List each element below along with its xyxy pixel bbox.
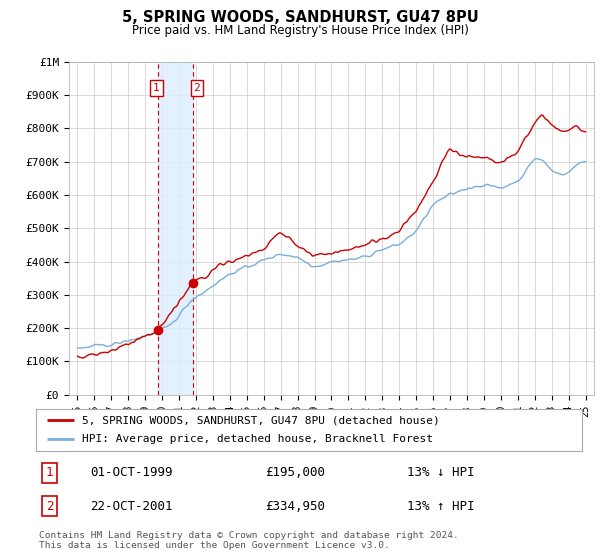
Text: 5, SPRING WOODS, SANDHURST, GU47 8PU (detached house): 5, SPRING WOODS, SANDHURST, GU47 8PU (de…: [82, 415, 440, 425]
Text: Price paid vs. HM Land Registry's House Price Index (HPI): Price paid vs. HM Land Registry's House …: [131, 24, 469, 36]
Text: 22-OCT-2001: 22-OCT-2001: [91, 500, 173, 513]
Text: Contains HM Land Registry data © Crown copyright and database right 2024.
This d: Contains HM Land Registry data © Crown c…: [39, 531, 459, 550]
Text: 01-OCT-1999: 01-OCT-1999: [91, 466, 173, 479]
Text: 1: 1: [46, 466, 53, 479]
Text: 5, SPRING WOODS, SANDHURST, GU47 8PU: 5, SPRING WOODS, SANDHURST, GU47 8PU: [122, 10, 478, 25]
Text: 2: 2: [46, 500, 53, 513]
Text: 13% ↓ HPI: 13% ↓ HPI: [407, 466, 475, 479]
Text: £334,950: £334,950: [265, 500, 325, 513]
Bar: [158, 62, 193, 395]
Text: HPI: Average price, detached house, Bracknell Forest: HPI: Average price, detached house, Brac…: [82, 435, 433, 445]
Text: £195,000: £195,000: [265, 466, 325, 479]
Text: 2: 2: [193, 83, 200, 94]
Text: 13% ↑ HPI: 13% ↑ HPI: [407, 500, 475, 513]
Text: 1: 1: [153, 83, 160, 94]
